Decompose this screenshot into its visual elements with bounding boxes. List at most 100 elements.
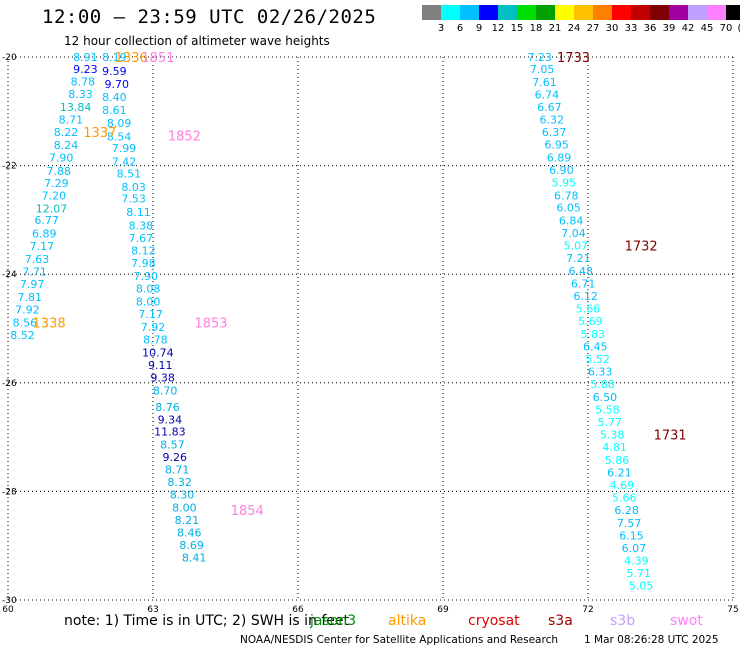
swh-value-s3a: 6.67 <box>537 101 562 114</box>
swh-value-altika: 8.38 <box>129 219 154 232</box>
swh-value-jason3: 9.11 <box>148 359 173 372</box>
swh-value-altika: 7.53 <box>121 193 146 206</box>
swh-value-jason3: 11.83 <box>154 426 186 439</box>
swh-value-altika: 9.59 <box>102 65 127 78</box>
x-tick-label: 60 <box>2 605 14 615</box>
swh-value-altika: 12.07 <box>36 202 68 215</box>
swh-value-jason3: 9.26 <box>163 451 188 464</box>
chart-title: 12:00 – 23:59 UTC 02/26/2025 <box>42 6 377 28</box>
swh-value-altika: 7.42 <box>112 155 137 168</box>
swh-value-s3a: 6.95 <box>544 138 569 151</box>
pass-label-s3a: 1733 <box>557 51 590 66</box>
colorbar-swatch <box>593 5 612 20</box>
swh-value-altika: 7.90 <box>134 270 159 283</box>
pass-label-swot: 1852 <box>168 130 201 145</box>
colorbar-label: 24 <box>568 23 581 34</box>
swh-value-altika: 7.92 <box>15 303 40 316</box>
footer-note: note: 1) Time is in UTC; 2) SWH is in fe… <box>64 613 350 629</box>
colorbar-swatch <box>631 5 650 20</box>
swh-value-altika: 9.70 <box>105 78 130 91</box>
swh-value-altika: 8.71 <box>59 113 84 126</box>
swh-value-altika: 7.90 <box>49 151 74 164</box>
swh-value-altika: 8.78 <box>143 333 168 346</box>
swh-value-s3a: 5.07 <box>564 239 589 252</box>
y-tick-label: -22 <box>2 162 17 172</box>
swh-value-s3a: 6.12 <box>573 290 598 303</box>
colorbar-swatch <box>669 5 688 20</box>
swh-value-jason3: 8.69 <box>179 539 204 552</box>
swh-value-altika: 6.89 <box>32 227 57 240</box>
swh-value-s3a: 6.33 <box>588 365 613 378</box>
swh-value-altika: 8.91 <box>73 51 98 64</box>
swh-value-altika: 8.00 <box>136 295 161 308</box>
swh-value-s3a: 4.39 <box>624 554 649 567</box>
swh-value-altika: 7.71 <box>22 265 47 278</box>
swh-value-s3a: 5.05 <box>629 579 654 592</box>
swh-value-s3a: 5.38 <box>600 428 625 441</box>
legend-s3a: s3a <box>548 613 573 629</box>
pass-label-swot: 1854 <box>231 504 264 519</box>
swh-value-jason3: 8.71 <box>165 464 190 477</box>
swh-value-altika: 8.61 <box>102 104 127 117</box>
colorbar-swatch <box>612 5 631 20</box>
pass-label-altika: 1338 <box>33 317 66 332</box>
swh-value-s3a: 5.95 <box>552 176 577 189</box>
swh-value-s3a: 6.89 <box>547 151 572 164</box>
axes: 60 63 66 69 72 75 -20 -22 -24 -26 -28 -30 <box>2 53 739 615</box>
swh-value-s3a: 6.21 <box>607 466 632 479</box>
swh-value-jason3: 10.74 <box>142 346 174 359</box>
swh-value-s3a: 7.21 <box>566 252 591 265</box>
footer-date: 1 Mar 08:26:28 UTC 2025 <box>584 634 719 646</box>
swh-value-altika: 8.03 <box>121 181 146 194</box>
swh-value-altika: 8.11 <box>126 206 151 219</box>
swh-value-s3a: 4.81 <box>602 441 627 454</box>
swh-value-altika: 7.17 <box>138 308 163 321</box>
colorbar-label: 36 <box>644 23 657 34</box>
swh-value-s3a: 5.86 <box>605 454 630 467</box>
swh-value-altika: 7.98 <box>131 257 156 270</box>
swh-value-jason3: 9.34 <box>158 414 183 427</box>
footer-credit: NOAA/NESDIS Center for Satellite Applica… <box>240 634 558 646</box>
colorbar-swatch <box>479 5 498 20</box>
pass-label-altika: 1336 <box>115 51 148 66</box>
swh-value-jason3: 8.41 <box>182 552 207 565</box>
swh-value-altika: 8.56 <box>13 317 38 330</box>
swh-value-s3a: 6.45 <box>583 340 608 353</box>
swh-value-altika: 8.24 <box>54 139 79 152</box>
swh-value-s3a: 7.23 <box>527 51 552 64</box>
swh-value-altika: 8.19 <box>102 51 127 64</box>
swh-value-s3a: 6.05 <box>556 201 581 214</box>
colorbar-label: 33 <box>625 23 638 34</box>
colorbar-label: 21 <box>549 23 562 34</box>
swh-value-altika: 8.22 <box>54 126 79 139</box>
colorbar-swatch <box>517 5 536 20</box>
x-tick-label: 72 <box>582 605 593 615</box>
swh-value-s3a: 6.37 <box>542 126 567 139</box>
swh-value-s3a: 7.61 <box>532 76 557 89</box>
chart-subtitle: 12 hour collection of altimeter wave hei… <box>64 34 330 48</box>
swh-value-altika: 6.77 <box>34 214 59 227</box>
y-tick-label: -24 <box>2 270 17 280</box>
pass-label-swot: 1853 <box>194 317 227 332</box>
colorbar-swatch <box>707 5 726 20</box>
swh-value-altika: 7.81 <box>18 291 43 304</box>
swh-value-altika: 7.20 <box>42 189 67 202</box>
swh-value-altika: 8.12 <box>131 244 156 257</box>
legend-s3b: s3b <box>610 613 636 629</box>
swh-value-jason3: 9.38 <box>150 371 175 384</box>
swh-value-s3a: 7.57 <box>617 517 642 530</box>
swh-value-altika: 7.67 <box>129 232 154 245</box>
swh-value-altika: 7.92 <box>141 321 166 334</box>
colorbar-label: 30 <box>606 23 619 34</box>
swh-value-altika: 8.51 <box>117 168 142 181</box>
colorbar-swatch <box>536 5 555 20</box>
swh-value-s3a: 5.83 <box>581 328 606 341</box>
swh-value-s3a: 7.04 <box>561 227 586 240</box>
colorbar-swatch <box>460 5 479 20</box>
swh-value-jason3: 8.32 <box>167 476 192 489</box>
legend-cryosat: cryosat <box>468 613 520 629</box>
swh-value-s3a: 6.28 <box>614 504 639 517</box>
colorbar-label: 27 <box>587 23 600 34</box>
colorbar-label: 45 <box>701 23 714 34</box>
